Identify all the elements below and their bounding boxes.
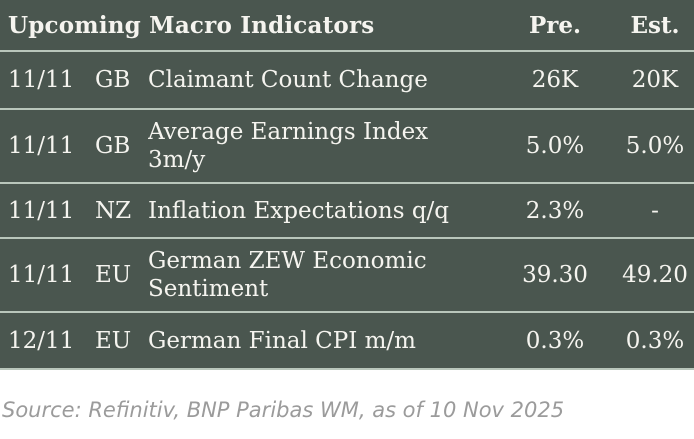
table-title: Upcoming Macro Indicators (8, 11, 375, 39)
source-attribution: Source: Refinitiv, BNP Paribas WM, as of… (2, 398, 565, 422)
table-row: 11/11 GB Claimant Count Change 26K 20K (0, 52, 694, 110)
table-header-row: Upcoming Macro Indicators Pre. Est. (0, 0, 694, 52)
table-row: 11/11 NZ Inflation Expectations q/q 2.3%… (0, 184, 694, 239)
cell-country: GB (95, 67, 131, 93)
cell-indicator: German ZEW Economic Sentiment (148, 248, 427, 302)
cell-pre-value: 5.0% (525, 133, 585, 159)
cell-indicator: German Final CPI m/m (148, 327, 416, 354)
cell-est-value: 20K (631, 67, 679, 93)
cell-country: EU (95, 327, 132, 354)
cell-indicator: Average Earnings Index 3m/y (148, 119, 429, 173)
cell-est-value: 49.20 (622, 262, 688, 288)
cell-pre-value: 39.30 (522, 262, 588, 288)
cell-country: NZ (95, 197, 132, 224)
table-row: 11/11 GB Average Earnings Index 3m/y 5.0… (0, 110, 694, 184)
table-row: 12/11 EU German Final CPI m/m 0.3% 0.3% (0, 313, 694, 370)
cell-date: 11/11 (8, 262, 75, 288)
cell-date: 11/11 (8, 197, 75, 224)
cell-pre-value: 2.3% (525, 197, 585, 224)
cell-country: EU (95, 262, 132, 288)
cell-date: 11/11 (8, 133, 75, 159)
column-header-est: Est. (630, 11, 680, 39)
cell-date: 12/11 (8, 327, 75, 354)
cell-est-value: - (651, 197, 659, 224)
column-header-pre: Pre. (528, 11, 582, 39)
cell-est-value: 5.0% (625, 133, 685, 159)
cell-indicator: Inflation Expectations q/q (148, 197, 450, 224)
table-body: 11/11 GB Claimant Count Change 26K 20K 1… (0, 52, 694, 370)
cell-est-value: 0.3% (625, 327, 685, 354)
macro-indicators-table: Upcoming Macro Indicators Pre. Est. 11/1… (0, 0, 694, 370)
table-row: 11/11 EU German ZEW Economic Sentiment 3… (0, 239, 694, 313)
cell-date: 11/11 (8, 67, 75, 93)
cell-country: GB (95, 133, 131, 159)
cell-pre-value: 26K (531, 67, 579, 93)
cell-indicator: Claimant Count Change (148, 67, 428, 93)
cell-pre-value: 0.3% (525, 327, 585, 354)
